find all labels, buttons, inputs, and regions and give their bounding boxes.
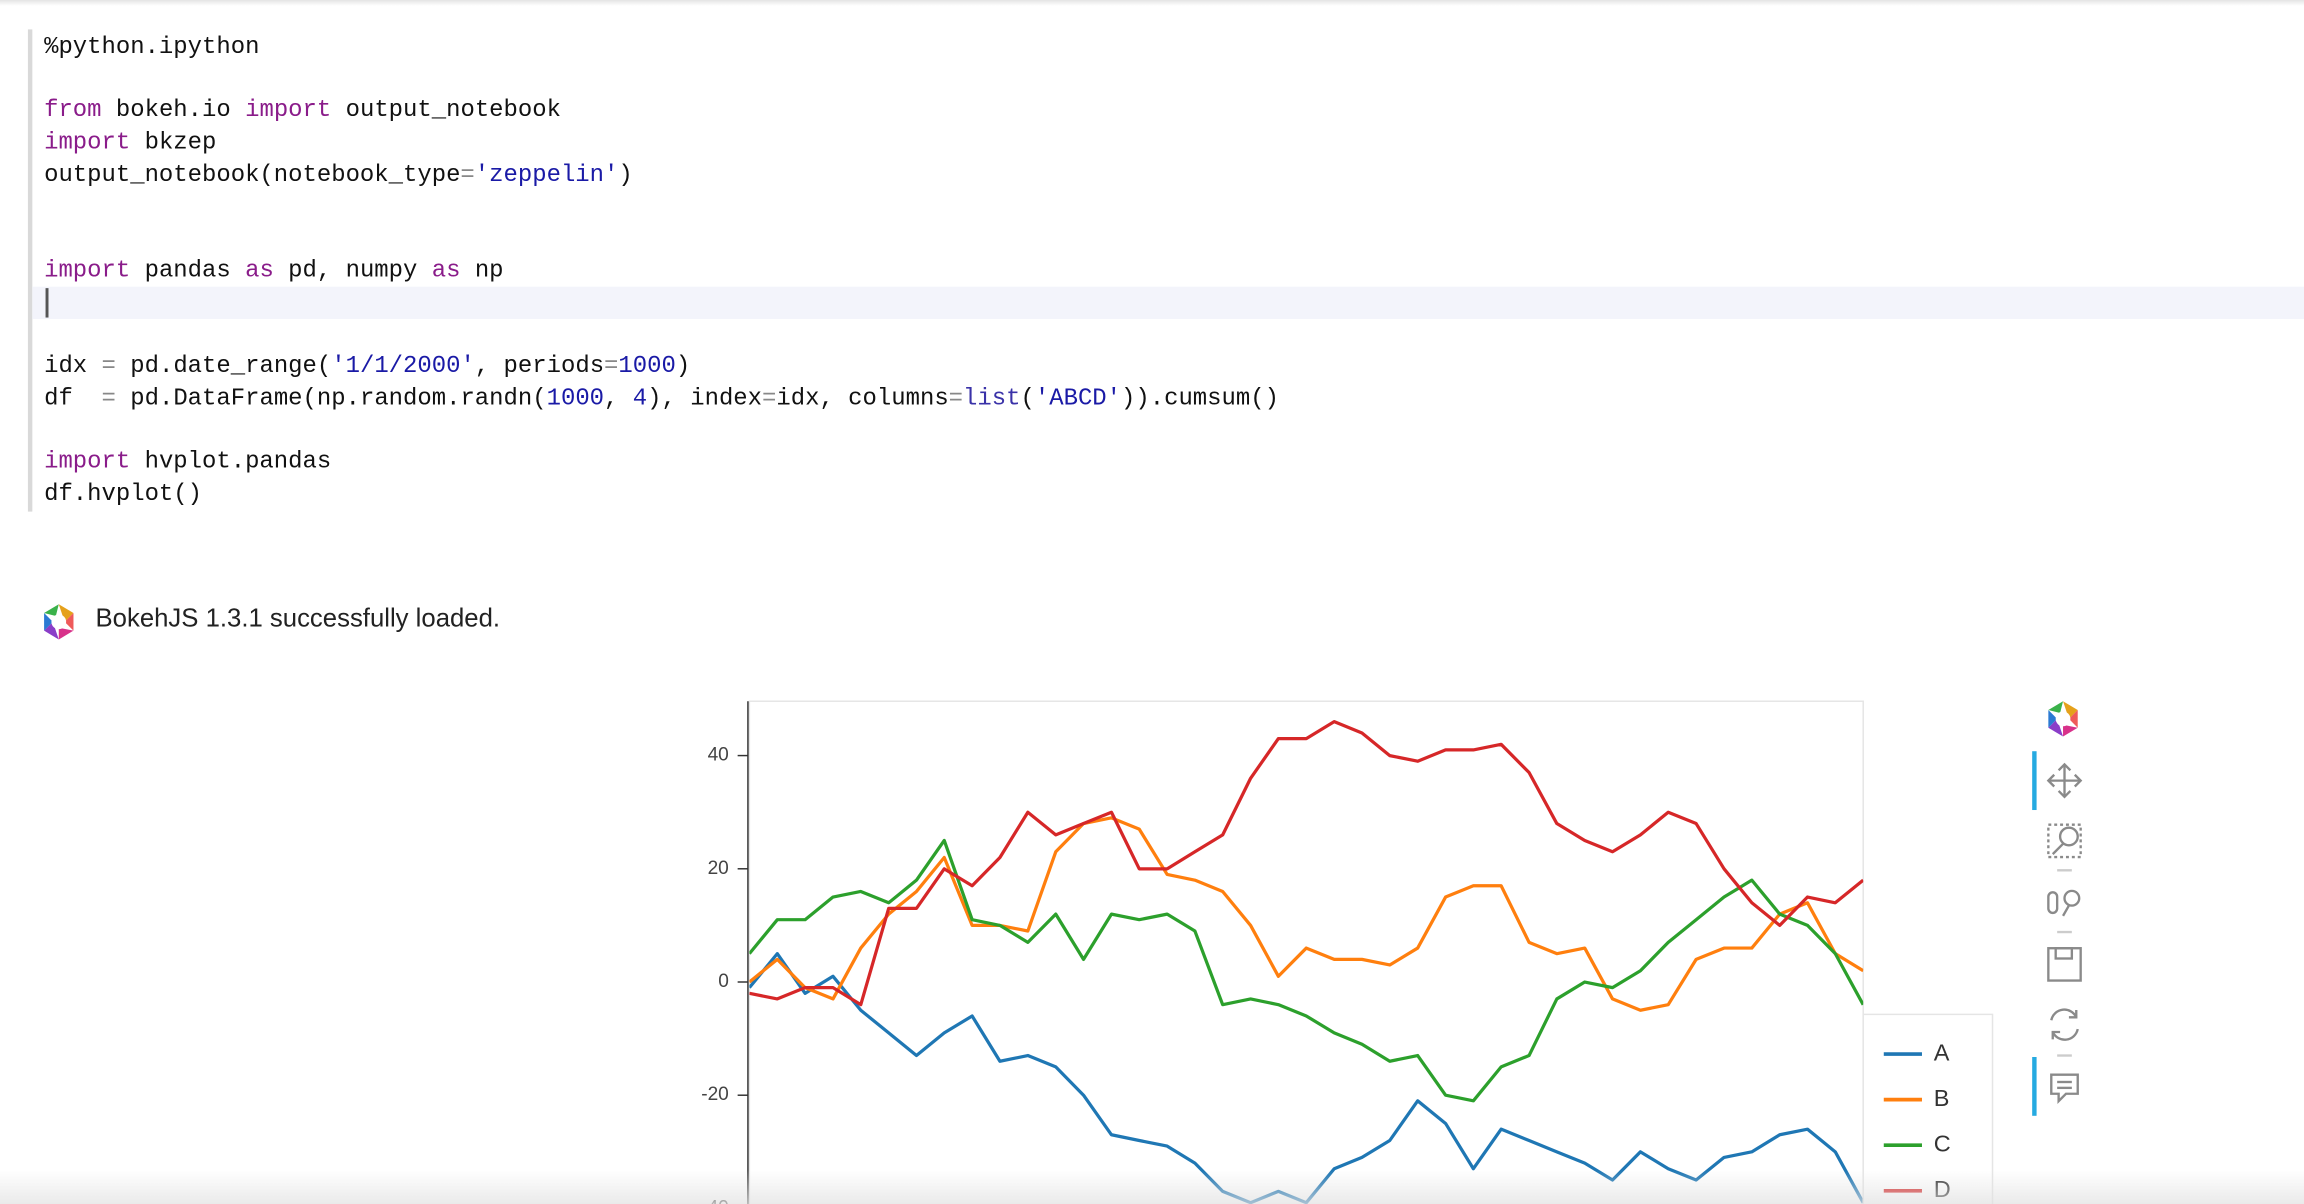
toolbar — [2032, 701, 2083, 1116]
bottom-shadow — [0, 1170, 2304, 1204]
output-text: BokehJS 1.3.1 successfully loaded. — [95, 602, 501, 633]
wheel-zoom-tool[interactable] — [2047, 889, 2081, 917]
series-line — [749, 952, 1864, 1204]
save-tool[interactable] — [2047, 947, 2082, 982]
legend-label: A — [1934, 1039, 1950, 1065]
top-shadow — [0, 0, 2304, 6]
cursor — [45, 288, 48, 318]
y-tick-label: 20 — [708, 858, 729, 879]
legend-label: C — [1934, 1130, 1951, 1156]
bokeh-logo — [44, 604, 74, 640]
cursor-line — [32, 286, 2304, 320]
reset-tool[interactable] — [2050, 1008, 2079, 1041]
y-tick-label: 0 — [718, 971, 729, 992]
cell-border — [27, 29, 33, 512]
plot-frame — [748, 700, 1864, 1204]
legend-label: B — [1934, 1085, 1950, 1111]
series-line — [749, 720, 1864, 1007]
y-tick-label: -20 — [701, 1084, 729, 1105]
toolbar-logo[interactable] — [2048, 701, 2078, 737]
active-indicator — [2032, 751, 2037, 811]
series-line — [749, 838, 1864, 1103]
box-zoom-tool[interactable] — [2047, 823, 2082, 859]
code-editor[interactable]: %python.ipython from bokeh.io import out… — [44, 32, 1279, 507]
active-indicator — [2032, 1057, 2037, 1116]
series-line — [749, 816, 1864, 1012]
hover-tool[interactable] — [2050, 1073, 2079, 1104]
y-tick-label: 40 — [708, 745, 729, 766]
pan-tool[interactable] — [2046, 762, 2083, 799]
